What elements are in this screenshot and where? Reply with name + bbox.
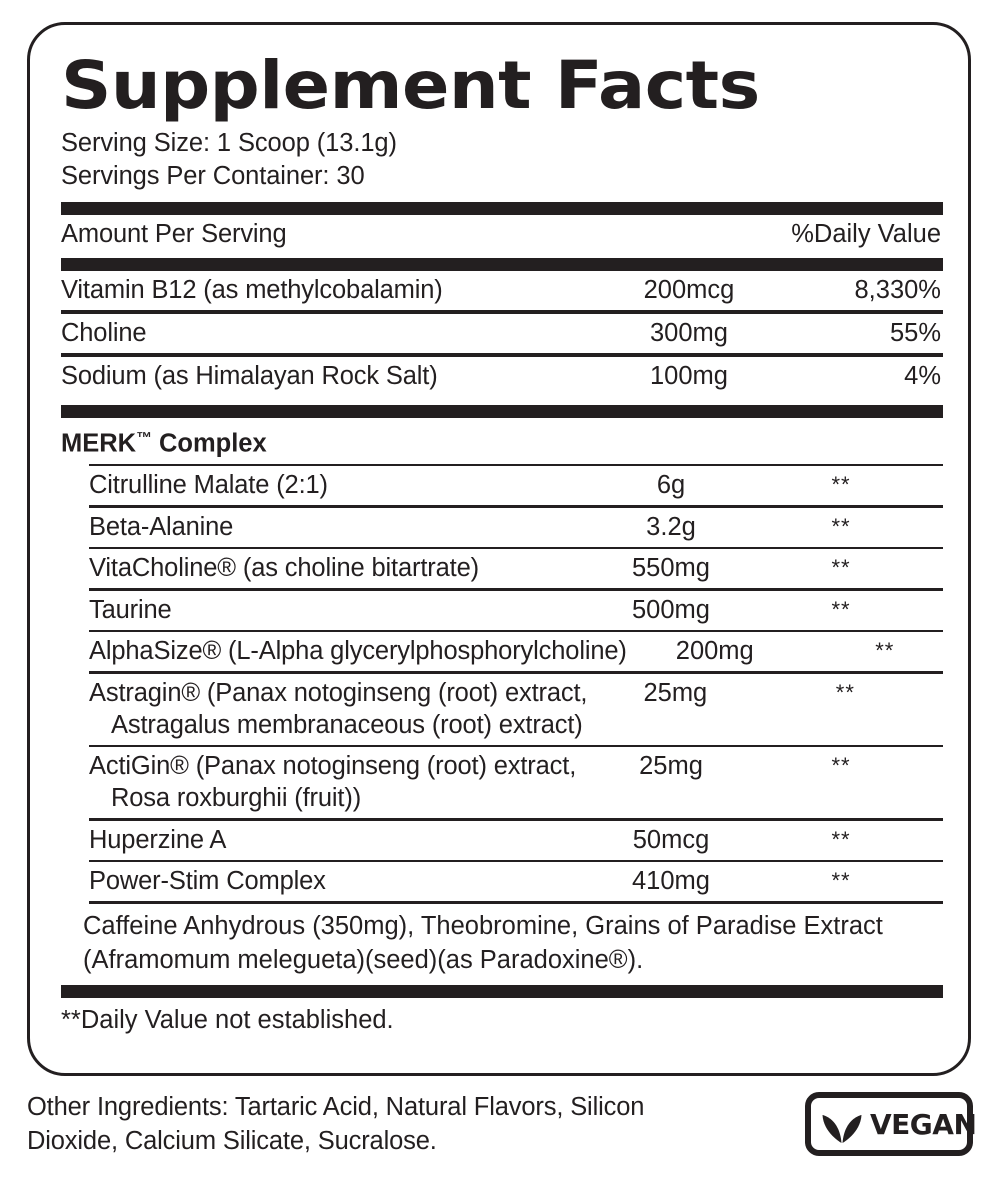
row-divider bbox=[89, 901, 943, 904]
row-divider bbox=[89, 463, 943, 467]
ingredient-name: VitaCholine® (as choline bitartrate) bbox=[89, 554, 479, 583]
nutrient-name: Vitamin B12 (as methylcobalamin) bbox=[61, 276, 443, 304]
facts-panel: Supplement Facts Serving Size: 1 Scoop (… bbox=[27, 22, 971, 1076]
ingredient-dv: ** bbox=[831, 513, 851, 539]
serving-size-text: Serving Size: 1 Scoop (13.1g) bbox=[61, 129, 397, 157]
row-divider bbox=[89, 859, 943, 863]
other-ingredients-text: Other Ingredients: Tartaric Acid, Natura… bbox=[27, 1093, 645, 1155]
table-row: Choline 300mg 55% bbox=[61, 314, 943, 353]
ingredient-dv: ** bbox=[831, 472, 851, 498]
row-divider bbox=[89, 505, 943, 508]
servings-per-container-text: Servings Per Container: 30 bbox=[61, 162, 365, 190]
row-divider bbox=[61, 310, 943, 314]
blend-description: Caffeine Anhydrous (350mg), Theobromine,… bbox=[83, 911, 883, 974]
bottom-section: Other Ingredients: Tartaric Acid, Natura… bbox=[27, 1090, 977, 1158]
table-row: Taurine 500mg ** bbox=[89, 591, 943, 630]
row-divider bbox=[89, 629, 943, 633]
ingredient-name: Huperzine A bbox=[89, 825, 227, 854]
ingredient-name: Astragin® (Panax notoginseng (root) extr… bbox=[89, 678, 588, 707]
ingredient-amount: 25mg bbox=[643, 678, 708, 707]
blend-heading: MERK™ Complex bbox=[61, 418, 943, 464]
table-row: Sodium (as Himalayan Rock Salt) 100mg 4% bbox=[61, 357, 943, 396]
amount-per-serving-header: Amount Per Serving bbox=[61, 220, 287, 248]
nutrient-dv: 4% bbox=[904, 362, 941, 390]
vegan-badge: VEGAN bbox=[805, 1092, 977, 1156]
table-row: AlphaSize® (L-Alpha glycerylphosphorylch… bbox=[89, 632, 943, 671]
table-row: Beta-Alanine 3.2g ** bbox=[89, 508, 943, 547]
row-divider bbox=[89, 818, 943, 821]
ingredient-dv: ** bbox=[831, 868, 851, 894]
blend-name-suffix: Complex bbox=[151, 429, 267, 458]
ingredient-dv: ** bbox=[831, 596, 851, 622]
page-title: Supplement Facts bbox=[61, 47, 760, 124]
ingredient-amount: 500mg bbox=[632, 595, 710, 624]
ingredient-amount: 550mg bbox=[632, 554, 710, 583]
trademark-symbol: ™ bbox=[136, 430, 152, 447]
ingredient-amount: 25mg bbox=[639, 752, 703, 781]
ingredient-name-cont: Astragalus membranaceous (root) extract) bbox=[111, 710, 583, 739]
row-divider bbox=[89, 671, 943, 674]
ingredient-name: Beta-Alanine bbox=[89, 512, 234, 541]
divider-thick-header bbox=[61, 258, 943, 271]
daily-value-header: %Daily Value bbox=[791, 220, 941, 248]
nutrient-dv: 55% bbox=[889, 319, 941, 347]
nutrient-amount: 100mg bbox=[650, 362, 728, 390]
table-header-row: Amount Per Serving %Daily Value bbox=[61, 215, 943, 254]
table-row: ActiGin® (Panax notoginseng (root) extra… bbox=[89, 747, 943, 818]
ingredient-amount: 6g bbox=[656, 471, 686, 500]
table-row: Citrulline Malate (2:1) 6g ** bbox=[89, 466, 943, 505]
row-divider bbox=[89, 744, 943, 748]
row-divider bbox=[89, 546, 943, 550]
table-row: Huperzine A 50mcg ** bbox=[89, 821, 943, 860]
nutrient-dv: 8,330% bbox=[854, 276, 942, 304]
divider-thick-top bbox=[61, 202, 943, 215]
ingredient-dv: ** bbox=[831, 826, 851, 852]
ingredient-amount: 200mg bbox=[675, 637, 754, 666]
ingredient-dv: ** bbox=[831, 555, 851, 581]
row-divider bbox=[61, 353, 943, 357]
table-row: VitaCholine® (as choline bitartrate) 550… bbox=[89, 549, 943, 588]
ingredient-amount: 410mg bbox=[632, 867, 710, 896]
ingredient-dv: ** bbox=[875, 638, 895, 664]
blend-ingredient-list: Citrulline Malate (2:1) 6g ** Beta-Alani… bbox=[89, 463, 943, 904]
nutrient-name: Choline bbox=[61, 319, 147, 347]
divider-thick-footer bbox=[61, 984, 943, 998]
table-row: Astragin® (Panax notoginseng (root) extr… bbox=[89, 674, 943, 745]
ingredient-name: ActiGin® (Panax notoginseng (root) extra… bbox=[89, 752, 577, 781]
daily-value-footnote: **Daily Value not established. bbox=[61, 1005, 394, 1034]
ingredient-name-block: ActiGin® (Panax notoginseng (root) extra… bbox=[89, 750, 583, 814]
vegan-badge-label: VEGAN bbox=[870, 1107, 977, 1141]
row-divider bbox=[89, 588, 943, 591]
ingredient-dv: ** bbox=[831, 753, 851, 779]
ingredient-dv: ** bbox=[835, 679, 855, 705]
ingredient-name-cont: Rosa roxburghii (fruit)) bbox=[111, 784, 362, 813]
nutrient-name: Sodium (as Himalayan Rock Salt) bbox=[61, 362, 438, 390]
facts-panel-inner: Supplement Facts Serving Size: 1 Scoop (… bbox=[61, 35, 943, 1037]
divider-thick-blend bbox=[61, 405, 943, 418]
nutrient-amount: 200mcg bbox=[643, 276, 735, 304]
table-row: Vitamin B12 (as methylcobalamin) 200mcg … bbox=[61, 271, 943, 310]
ingredient-name: Power-Stim Complex bbox=[89, 867, 326, 896]
ingredient-name: Taurine bbox=[89, 595, 172, 624]
ingredient-amount: 3.2g bbox=[646, 512, 696, 541]
nutrient-amount: 300mg bbox=[650, 319, 728, 347]
leaf-icon bbox=[820, 1103, 864, 1145]
ingredient-name: AlphaSize® (L-Alpha glycerylphosphorylch… bbox=[89, 637, 627, 666]
ingredient-name: Citrulline Malate (2:1) bbox=[89, 471, 328, 500]
blend-name: MERK bbox=[61, 429, 137, 458]
table-row: Power-Stim Complex 410mg ** bbox=[89, 862, 943, 901]
ingredient-amount: 50mcg bbox=[632, 825, 710, 854]
ingredient-name-block: Astragin® (Panax notoginseng (root) extr… bbox=[89, 677, 588, 741]
